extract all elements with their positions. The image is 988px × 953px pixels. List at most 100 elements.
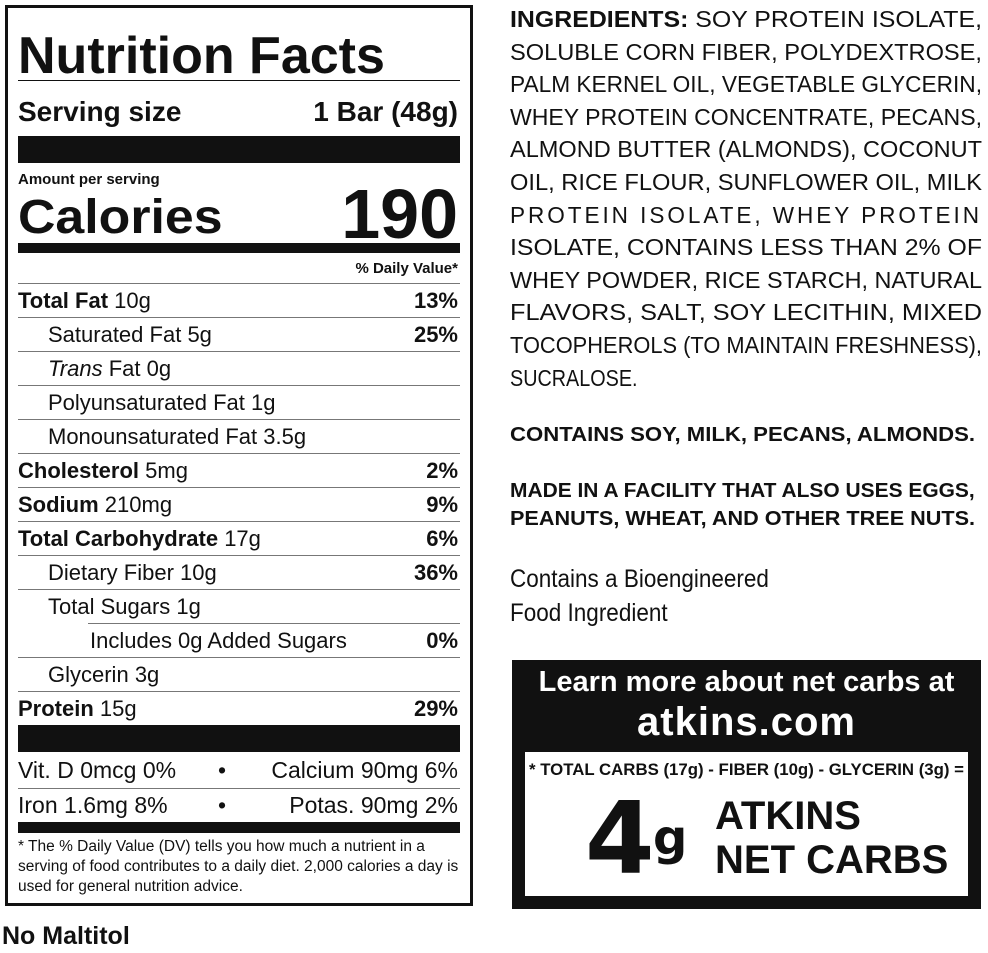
nutrient-name: Total Carbohydrate	[18, 526, 219, 551]
learn-more-text: Learn more about net carbs at	[538, 666, 955, 698]
potassium: Potas. 90mg 2%	[289, 792, 458, 818]
nutrient-row: Sodium 210mg 9%	[18, 487, 460, 521]
facility-statement-line: PEANUTS, WHEAT, AND OTHER TREE NUTS.	[510, 508, 976, 530]
bioengineered-line: Food Ingredient	[510, 599, 668, 627]
ingredients-line: SUCRALOSE.	[510, 364, 638, 391]
calcium: Calcium 90mg 6%	[271, 757, 458, 783]
nutrient-row: Total Carbohydrate 17g 6%	[18, 521, 460, 555]
nutrient-amount: 3.5g	[263, 424, 307, 449]
nutrient-name: Dietary Fiber	[48, 560, 174, 585]
medium-divider	[18, 822, 460, 833]
no-maltitol: No Maltitol	[2, 922, 130, 950]
net-carbs-unit: g	[653, 810, 688, 866]
nutrient-row: Protein 15g 29%	[18, 691, 460, 725]
daily-value-header: % Daily Value*	[355, 260, 458, 277]
nutrient-row: Total Sugars 1g	[18, 589, 460, 623]
ingredients-line: PROTEIN ISOLATE, WHEY PROTEIN	[510, 201, 982, 228]
nutrient-dv: 2%	[426, 458, 458, 483]
nutrient-amount: 1g	[176, 594, 201, 619]
vitamin-d: Vit. D 0mcg 0%	[18, 757, 177, 783]
nutrient-amount: 5g	[187, 322, 212, 347]
nutrient-name: Sodium	[18, 492, 99, 517]
ingredients-line: WHEY POWDER, RICE STARCH, NATURAL	[510, 266, 982, 293]
iron: Iron 1.6mg 8%	[18, 792, 168, 818]
net-carbs-box: Learn more about net carbs at atkins.com…	[512, 660, 981, 909]
ingredients-line: INGREDIENTS: SOY PROTEIN ISOLATE,	[510, 3, 982, 36]
nutrient-amount: 15g	[99, 696, 137, 721]
ingredients-line: ISOLATE, CONTAINS LESS THAN 2% OF	[510, 234, 982, 261]
nutrient-amount: 5mg	[145, 458, 188, 483]
vitamin-row: Iron 1.6mg 8% • Potas. 90mg 2%	[18, 788, 460, 821]
allergen-statement: CONTAINS SOY, MILK, PECANS, ALMONDS.	[510, 424, 976, 446]
ingredients: INGREDIENTS: SOY PROTEIN ISOLATE, SOLUBL…	[510, 3, 985, 394]
nutrient-dv: 36%	[413, 560, 458, 585]
ingredients-line: TOCOPHEROLS (TO MAINTAIN FRESHNESS),	[510, 331, 982, 358]
nutrient-name: Polyunsaturated Fat	[48, 390, 245, 415]
calories-label: Calories	[18, 191, 223, 244]
nutrient-dv: 29%	[413, 696, 458, 721]
calories-value: 190	[341, 175, 458, 253]
serving-size-label: Serving size	[18, 96, 182, 127]
nutrient-row: Total Fat 10g 13%	[18, 283, 460, 317]
nutrient-dv: 0%	[426, 628, 458, 653]
nutrient-row: Cholesterol 5mg 2%	[18, 453, 460, 487]
nutrient-row: Glycerin 3g	[18, 657, 460, 691]
ingredients-line: SOLUBLE CORN FIBER, POLYDEXTROSE,	[510, 38, 982, 65]
nutrient-row: Dietary Fiber 10g 36%	[18, 555, 460, 589]
nutrient-name: Saturated Fat	[48, 322, 182, 347]
net-carbs-formula: * TOTAL CARBS (17g) - FIBER (10g) - GLYC…	[529, 760, 964, 779]
serving-size-value: 1 Bar (48g)	[313, 96, 458, 127]
bullet: •	[218, 757, 227, 783]
thick-divider	[18, 136, 460, 163]
net-carbs-value: 4	[585, 780, 655, 897]
bioengineered-statement: Contains a Bioengineered Food Ingredient	[510, 562, 769, 630]
ingredients-line: FLAVORS, SALT, SOY LECITHIN, MIXED	[510, 299, 982, 326]
net-carbs-caption: ATKINS NET CARBS	[715, 794, 948, 882]
divider	[18, 80, 460, 81]
ingredients-line: ALMOND BUTTER (ALMONDS), COCONUT	[510, 136, 982, 163]
nutrient-name: Total Fat	[18, 288, 109, 313]
nutrient-amount: 1g	[251, 390, 276, 415]
vitamin-row: Vit. D 0mcg 0% • Calcium 90mg 6%	[18, 754, 460, 787]
ingredients-text: SOY PROTEIN ISOLATE,	[695, 6, 982, 32]
daily-value-footnote: * The % Daily Value (DV) tells you how m…	[18, 838, 459, 895]
nutrient-amount: 0g	[146, 356, 172, 381]
nutrient-name-italic: Trans	[48, 356, 103, 381]
nutrient-amount: 10g	[180, 560, 217, 585]
nutrient-dv: 25%	[413, 322, 458, 347]
nutrient-name: Fat	[108, 356, 141, 381]
nutrient-amount: 3g	[134, 662, 160, 687]
atkins-text: ATKINS	[715, 794, 861, 838]
thick-divider	[18, 725, 460, 752]
bullet: •	[218, 792, 227, 818]
facility-statement-line: MADE IN A FACILITY THAT ALSO USES EGGS,	[510, 480, 975, 502]
nutrient-name: Glycerin	[48, 662, 129, 687]
nutrient-amount: 17g	[224, 526, 261, 551]
ingredients-line: PALM KERNEL OIL, VEGETABLE GLYCERIN,	[510, 71, 982, 98]
nutrient-amount: 10g	[114, 288, 151, 313]
nutrient-name: Includes 0g Added Sugars	[90, 628, 347, 653]
nutrient-name: Cholesterol	[18, 458, 140, 483]
net-carbs-inner: * TOTAL CARBS (17g) - FIBER (10g) - GLYC…	[525, 752, 968, 897]
nutrient-row: Polyunsaturated Fat 1g	[18, 385, 460, 419]
ingredients-line: WHEY PROTEIN CONCENTRATE, PECANS,	[510, 103, 982, 130]
bioengineered-line: Contains a Bioengineered	[510, 565, 769, 593]
nutrient-row: Monounsaturated Fat 3.5g	[18, 419, 460, 453]
nutrition-facts-title: Nutrition Facts	[18, 27, 385, 85]
nutrient-amount: 210mg	[104, 492, 173, 517]
nutrient-name: Protein	[18, 696, 94, 721]
net-carbs-text: NET CARBS	[715, 838, 949, 882]
nutrient-dv: 9%	[426, 492, 458, 517]
nutrition-facts-panel: Nutrition Facts Serving size 1 Bar (48g)…	[5, 5, 473, 906]
nutrient-dv: 13%	[413, 288, 458, 313]
medium-divider	[18, 243, 460, 253]
nutrient-row: Saturated Fat 5g 25%	[18, 317, 460, 351]
nutrient-name: Monounsaturated Fat	[48, 424, 258, 449]
nutrient-row: Trans Fat 0g	[18, 351, 460, 385]
nutrient-dv: 6%	[426, 526, 458, 551]
atkins-website-link[interactable]: atkins.com	[637, 700, 856, 744]
ingredients-line: OIL, RICE FLOUR, SUNFLOWER OIL, MILK	[510, 168, 982, 195]
nutrient-name: Total Sugars	[48, 594, 171, 619]
nutrient-row: Includes 0g Added Sugars 0%	[88, 623, 460, 657]
ingredients-label: INGREDIENTS:	[510, 6, 689, 32]
